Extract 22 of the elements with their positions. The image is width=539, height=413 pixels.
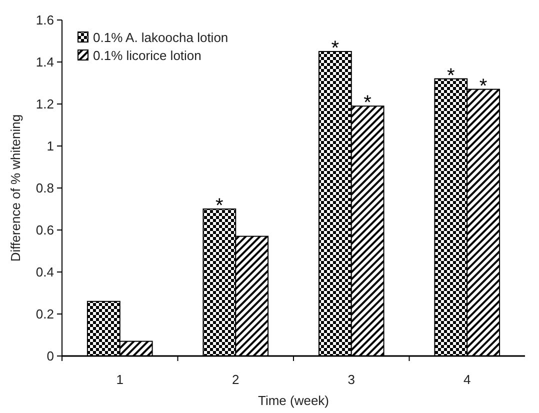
- y-tick-label: 0.8: [36, 180, 54, 196]
- annotation: *: [447, 64, 456, 87]
- y-tick-label: 1.2: [36, 96, 54, 112]
- y-tick-label: 1.6: [36, 12, 54, 28]
- y-tick-label: 0.6: [36, 222, 54, 238]
- x-tick-label: 2: [232, 372, 240, 387]
- x-tick-label: 3: [348, 372, 355, 387]
- annotation: *: [331, 38, 340, 60]
- x-tick-label: 1: [116, 372, 124, 387]
- legend-label: 0.1% A. lakoocha lotion: [93, 30, 228, 45]
- y-tick-label: 0: [46, 348, 54, 364]
- annotation: *: [479, 75, 488, 98]
- y-tick-label: 1.4: [36, 54, 54, 70]
- y-axis-title: Difference of % whitening: [8, 114, 23, 262]
- y-tick-label: 0.2: [36, 306, 54, 322]
- x-axis-title: Time (week): [258, 393, 330, 408]
- annotation: *: [216, 195, 224, 217]
- x-tick-label: 4: [464, 372, 471, 387]
- y-tick-label: 1: [46, 138, 54, 154]
- y-tick-label: 0.4: [36, 264, 54, 280]
- legend-label: 0.1% licorice lotion: [93, 48, 202, 63]
- annotation: *: [364, 92, 372, 114]
